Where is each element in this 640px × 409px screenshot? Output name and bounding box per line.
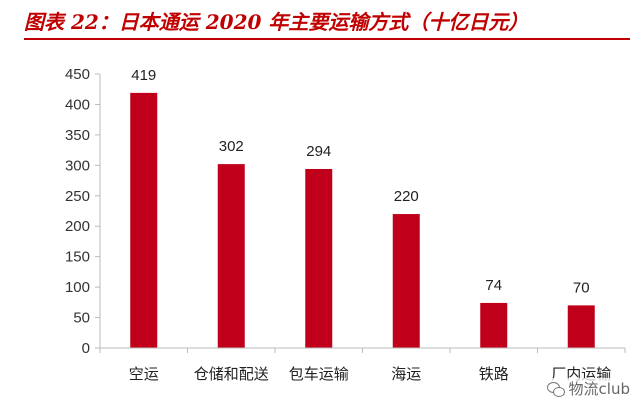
x-tick-label: 空运 (129, 365, 159, 383)
y-tick-label: 400 (65, 96, 90, 113)
y-tick-label: 200 (65, 218, 90, 235)
watermark: 物流club (544, 378, 632, 399)
x-tick-label: 包车运输 (289, 365, 349, 383)
title-underline (24, 38, 630, 40)
x-tick-label: 仓储和配送 (194, 365, 269, 383)
bar (305, 168, 333, 348)
y-tick-label: 50 (73, 310, 90, 327)
data-label: 70 (573, 279, 590, 296)
wechat-icon (546, 381, 565, 397)
chart-title: 图表 22：日本通运 2020 年主要运输方式（十亿日元） (24, 10, 529, 34)
x-tick-label: 海运 (391, 365, 421, 383)
y-axis: 0 50 100 150 200 250 300 350 400 450 (65, 66, 101, 357)
bar (480, 302, 508, 348)
data-label: 220 (394, 188, 419, 205)
x-axis: 空运 仓储和配送 包车运输 海运 铁路 厂内运输 (99, 347, 626, 383)
data-label: 419 (131, 67, 156, 84)
data-label: 294 (306, 143, 331, 160)
bar (217, 164, 245, 348)
x-tick-label: 铁路 (479, 365, 509, 383)
y-tick-label: 450 (65, 66, 90, 83)
bar (130, 92, 158, 349)
y-tick-label: 300 (65, 157, 90, 174)
y-tick-label: 100 (65, 279, 90, 296)
y-tick-label: 150 (65, 249, 90, 266)
bar (392, 214, 420, 348)
data-label: 74 (485, 277, 502, 294)
y-tick-label: 250 (65, 188, 90, 205)
bars (130, 92, 595, 349)
y-tick-label: 350 (65, 127, 90, 144)
bar (567, 305, 595, 348)
data-label: 302 (219, 138, 244, 155)
value-labels: 419 302 294 220 74 70 (131, 67, 589, 297)
y-tick-label: 0 (82, 340, 90, 357)
watermark-text: 物流club (568, 380, 630, 398)
